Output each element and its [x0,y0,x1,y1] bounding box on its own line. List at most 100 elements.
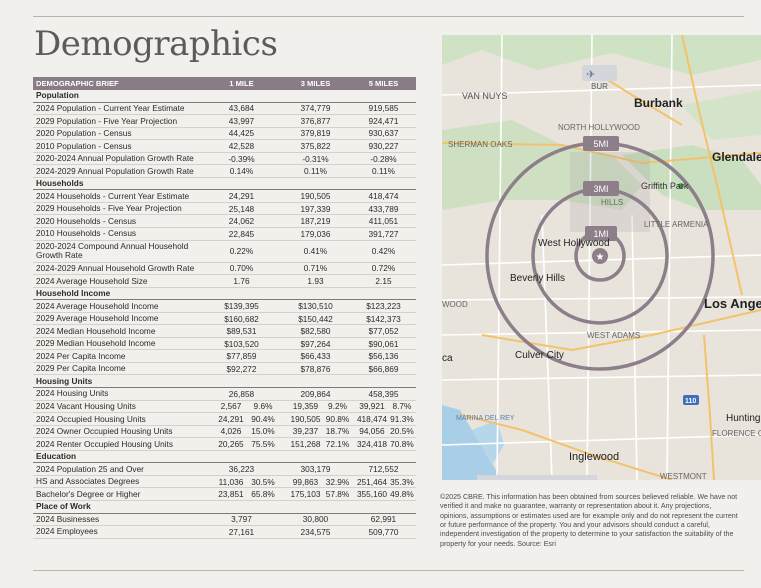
cell-value: 251,464 [356,476,387,487]
map-label-wood: WOOD [442,300,468,309]
cell-1-mile: $92,272 [207,364,285,374]
radius-map[interactable]: 5MI 3MI 1MI ★ ✈ VAN NUYS BUR Burbank NORTH … [442,35,761,480]
cell-1-mile: $89,531 [207,326,285,336]
cell-3-miles: 303,179 [285,464,356,474]
cell-1-mile: -0.39% [207,154,285,164]
cell-value: $92,272 [226,363,257,374]
map-label-glendale: Glendale [712,150,761,164]
cell-5-miles: 391,727 [356,229,416,239]
table-row: 2024-2029 Annual Household Growth Rate 0.… [33,263,416,276]
row-label: 2020-2024 Annual Population Growth Rate [36,153,194,164]
cell-value: 43,684 [228,103,255,114]
section-title: Housing Units [36,375,93,386]
row-label: 2024 Households - Current Year Estimate [36,190,190,201]
cell-value: 190,505 [290,413,321,424]
cell-3-miles: 175,103 57.8% [285,489,356,499]
cell-3-miles: 197,339 [285,204,356,214]
cell-value: 24,291 [218,413,244,424]
table-row: HS and Associates Degrees 11,036 30.5% 99,8… [33,476,416,489]
cell-value: $150,442 [298,313,333,324]
cell-percent: 18.7% [325,426,350,437]
cell-percent: 65.8% [251,489,275,500]
cell-value: 418,474 [356,413,387,424]
row-label: 2024 Owner Occupied Housing Units [36,426,173,437]
row-label: 2024 Average Household Size [36,275,148,286]
cell-value: 379,819 [300,128,331,139]
bottom-rule [33,570,744,571]
table-row: 2024 Employees 27,161 234,575 509,770 [33,526,416,539]
cell-percent: 75.5% [251,438,275,449]
map-label-west-hollywood: West Hollywood [538,238,610,249]
cell-value: 24,062 [228,216,255,227]
cell-value: $123,223 [366,300,401,311]
ring-badges: 5MI 3MI 1MI [583,136,619,241]
cell-value: 375,822 [300,140,331,151]
table-row: 2010 Households - Census 22,845 179,036 391… [33,228,416,241]
row-label: 2029 Population - Five Year Projection [36,115,178,126]
cell-value: 303,179 [300,464,331,475]
cell-value: 418,474 [368,191,399,202]
cell-value: -0.31% [302,153,329,164]
cell-1-mile: 22,845 [207,229,285,239]
subject-marker[interactable] [592,248,608,264]
header-3-miles: 3 MILES [300,79,331,88]
cell-1-mile: 0.14% [207,166,285,176]
cell-1-mile: 2,567 9.6% [207,401,285,411]
cell-percent: 9.2% [328,401,347,412]
disclaimer: ©2025 CBRE. This information has been ob… [440,493,738,548]
map-label-little-armenia: LITTLE ARMENIA [644,220,709,229]
cell-3-miles: 30,800 [285,514,356,524]
table-row: 2029 Households - Five Year Projection 25… [33,203,416,216]
cell-percent: 49.8% [390,489,414,500]
cell-3-miles: $66,433 [285,351,356,361]
cell-5-miles: 458,395 [356,389,416,399]
row-label: 2024-2029 Annual Population Growth Rate [36,165,194,176]
table-row: 2024 Owner Occupied Housing Units 4,026 15… [33,426,416,439]
cell-5-miles: 251,464 35.3% [356,477,416,487]
cell-1-mile: 43,684 [207,103,285,113]
cell-5-miles: $77,052 [356,326,416,336]
table-row: 2020-2024 Compound Annual Household Grow… [33,241,416,263]
cell-3-miles: 151,268 72.1% [285,439,356,449]
row-label: 2029 Households - Five Year Projection [36,203,182,214]
cell-value: 187,219 [300,216,331,227]
cell-3-miles: 209,864 [285,389,356,399]
cell-percent: 90.4% [251,413,275,424]
map-label-beverly-hills: Beverly Hills [510,273,565,284]
badge-5mi-label: 5MI [593,139,608,149]
map-ocean [442,405,502,480]
cell-3-miles: 379,819 [285,128,356,138]
badge-3mi-label: 3MI [593,184,608,194]
cell-1-mile: $160,682 [207,314,285,324]
cell-1-mile: $139,395 [207,301,285,311]
map-label-north-hollywood: NORTH HOLLYWOOD [558,123,640,132]
cell-value: $130,510 [298,300,333,311]
cell-value: 190,505 [300,191,331,202]
table-row: 2029 Average Household Income $160,682 $15… [33,313,416,326]
cell-value: $89,531 [226,326,257,337]
cell-1-mile: 27,161 [207,527,285,537]
cell-5-miles: 0.72% [356,263,416,273]
map-label-griffith-park: Griffith Park [641,181,689,191]
section-title: Households [36,178,84,189]
cell-5-miles: 930,637 [356,128,416,138]
cell-1-mile: 3,797 [207,514,285,524]
row-label: 2024 Median Household Income [36,325,156,336]
table-header: DEMOGRAPHIC BRIEF 1 MILE 3 MILES 5 MILES [33,77,416,90]
cell-value: 25,148 [228,203,255,214]
cell-value: 94,056 [359,426,385,437]
cell-value: 458,395 [368,388,399,399]
cell-value: $97,264 [300,338,331,349]
cell-5-miles: 94,056 20.5% [356,426,416,436]
cell-1-mile: 26,858 [207,389,285,399]
map-labels: VAN NUYS BUR Burbank NORTH HOLLYWOOD SHERMAN… [442,82,761,480]
table-row: 2024-2029 Annual Population Growth Rate 0… [33,165,416,178]
header-label: DEMOGRAPHIC BRIEF [36,78,119,88]
table-row: 2024 Renter Occupied Housing Units 20,265… [33,438,416,451]
cell-3-miles: 179,036 [285,229,356,239]
row-label: 2020 Population - Census [36,128,132,139]
cell-value: 44,425 [228,128,255,139]
map-marina [472,420,504,465]
row-label: 2024 Population - Current Year Estimate [36,102,185,113]
cell-percent: 15.0% [251,426,275,437]
